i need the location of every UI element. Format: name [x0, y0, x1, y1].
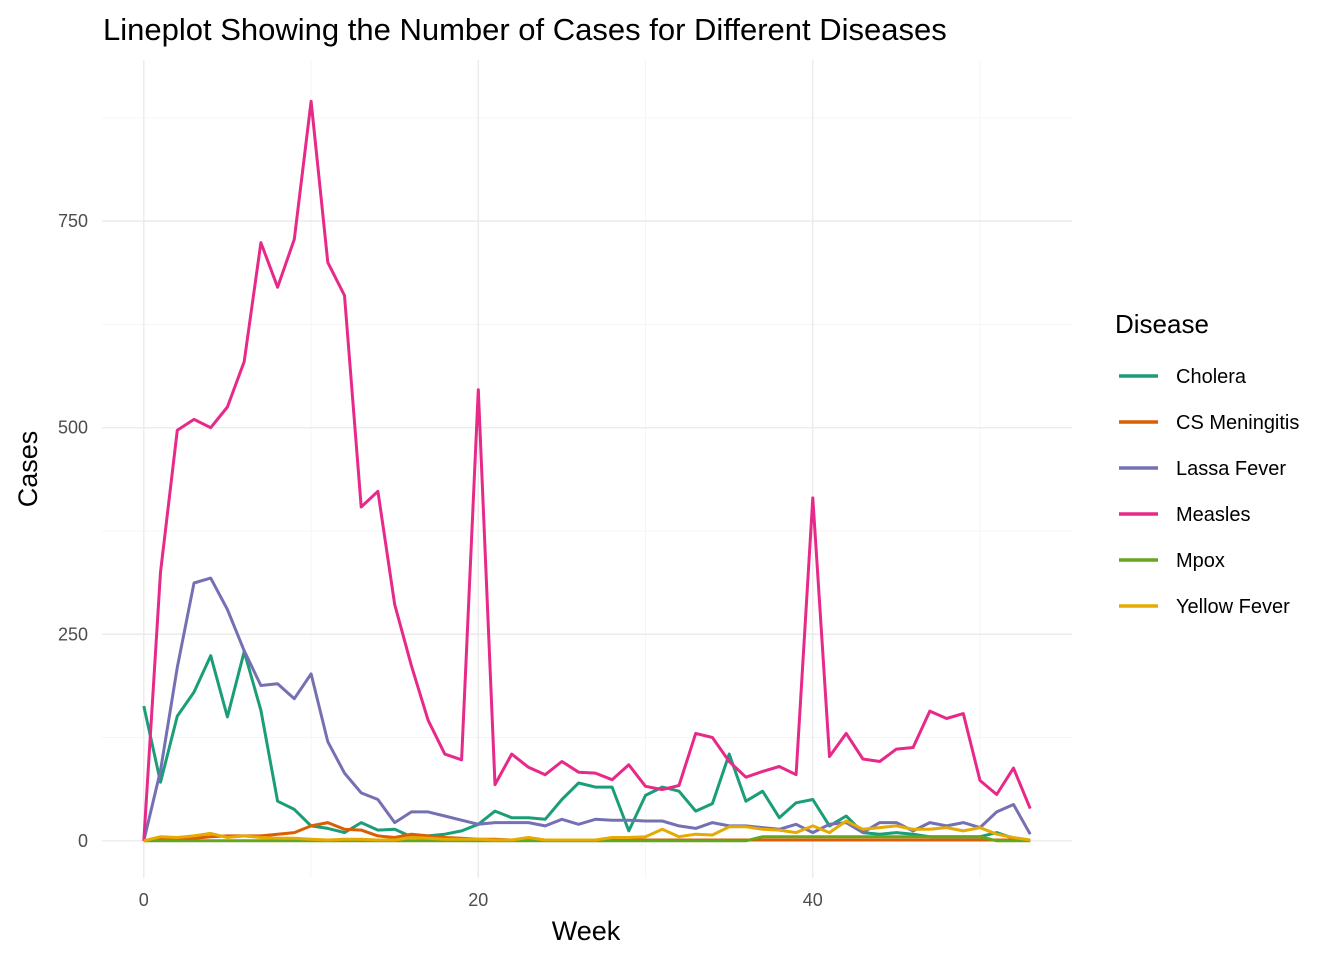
legend-item-yellow-fever: Yellow Fever [1119, 596, 1290, 618]
legend-item-cholera: Cholera [1119, 366, 1247, 388]
tick-labels: 0 20 40 0 250 500 750 [58, 211, 823, 910]
x-axis-title: Week [552, 916, 621, 946]
legend-item-mpox: Mpox [1119, 550, 1225, 572]
series-line-measles [142, 99, 1032, 841]
legend-label-measles: Measles [1176, 504, 1250, 526]
major-gridlines [102, 60, 1072, 878]
legend-items: Cholera CS Meningitis Lassa Fever Measles Mp… [1119, 366, 1299, 618]
x-tick-label: 0 [139, 890, 149, 910]
legend-label-lassa-fever: Lassa Fever [1176, 458, 1286, 480]
series-line-cholera [142, 650, 1031, 843]
y-tick-label: 500 [58, 418, 88, 438]
legend-title: Disease [1115, 309, 1209, 339]
legend-item-lassa-fever: Lassa Fever [1119, 458, 1286, 480]
series-line-lassa-fever [142, 576, 1032, 842]
y-tick-label: 250 [58, 624, 88, 644]
x-tick-label: 40 [803, 890, 823, 910]
chart-title: Lineplot Showing the Number of Cases for… [103, 12, 947, 47]
y-tick-label: 750 [58, 211, 88, 231]
x-tick-label: 20 [468, 890, 488, 910]
legend-label-cholera: Cholera [1176, 366, 1247, 388]
legend-label-mpox: Mpox [1176, 550, 1225, 572]
legend: Disease Cholera CS Meningitis Lassa Fever M… [1115, 309, 1299, 618]
legend-item-measles: Measles [1119, 504, 1250, 526]
series-lines [142, 99, 1032, 843]
legend-item-cs-meningitis: CS Meningitis [1119, 412, 1299, 434]
legend-label-cs-meningitis: CS Meningitis [1176, 412, 1299, 434]
series-line-yellow-fever [143, 819, 1031, 843]
minor-gridlines [102, 60, 1072, 878]
y-axis-title: Cases [13, 431, 43, 508]
y-tick-label: 0 [78, 831, 88, 851]
legend-label-yellow-fever: Yellow Fever [1176, 596, 1290, 618]
